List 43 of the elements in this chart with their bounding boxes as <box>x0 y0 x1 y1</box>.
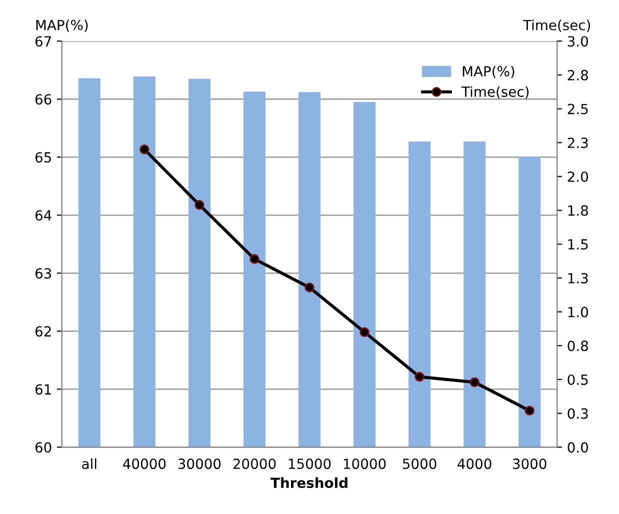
y2-tick-label: 0.5 <box>568 374 588 385</box>
y2-tick-label: 2.8 <box>568 70 588 80</box>
y-tick-label: 64 <box>35 210 52 221</box>
y-tick-label: 60 <box>35 442 52 453</box>
x-tick-label: 5000 <box>402 458 436 470</box>
y2-tick-label: 1.0 <box>568 306 588 318</box>
x-tick-label: all <box>82 458 96 470</box>
point <box>470 377 480 388</box>
y-tick-label: 65 <box>35 152 51 163</box>
point <box>524 406 534 416</box>
x-tick-label: 20000 <box>233 458 276 470</box>
y2-tick-label: 2.0 <box>568 171 588 182</box>
point <box>360 327 370 337</box>
y-tick-label: 63 <box>35 268 52 279</box>
y2-tick-label: 1.3 <box>568 272 588 284</box>
x-tick-label: 10000 <box>344 458 386 470</box>
point <box>194 200 204 210</box>
y-tick-label: 66 <box>35 94 52 105</box>
x-tick-label: 15000 <box>288 458 331 470</box>
point <box>304 282 314 292</box>
y-tick-label: 67 <box>35 36 51 47</box>
y2-tick-label: 1.8 <box>568 205 588 216</box>
y-tick-label: 62 <box>35 326 51 337</box>
x-tick-label: 30000 <box>178 458 221 470</box>
y2-axis-title: Time(sec) <box>522 20 590 32</box>
legend-label: MAP(%) <box>462 66 514 78</box>
point <box>414 372 424 382</box>
y2-tick-label: 1.5 <box>568 239 588 250</box>
x-tick-label: 40000 <box>123 458 166 470</box>
y-tick-label: 61 <box>35 384 51 395</box>
legend-label: Time(sec) <box>461 86 529 99</box>
x-axis-title: Threshold <box>270 477 348 488</box>
y2-tick-label: 2.5 <box>568 104 588 114</box>
y2-tick-label: 0.3 <box>568 408 588 419</box>
y-axis-title: MAP(%) <box>36 20 88 32</box>
y2-tick-label: 2.3 <box>568 138 588 148</box>
point <box>250 254 260 264</box>
x-tick-label: 4000 <box>458 458 492 470</box>
point <box>140 144 150 154</box>
y2-tick-label: 0.0 <box>568 442 588 453</box>
x-tick-label: 3000 <box>512 458 546 470</box>
y2-tick-label: 0.8 <box>568 340 588 352</box>
y2-tick-label: 3.0 <box>568 36 588 47</box>
